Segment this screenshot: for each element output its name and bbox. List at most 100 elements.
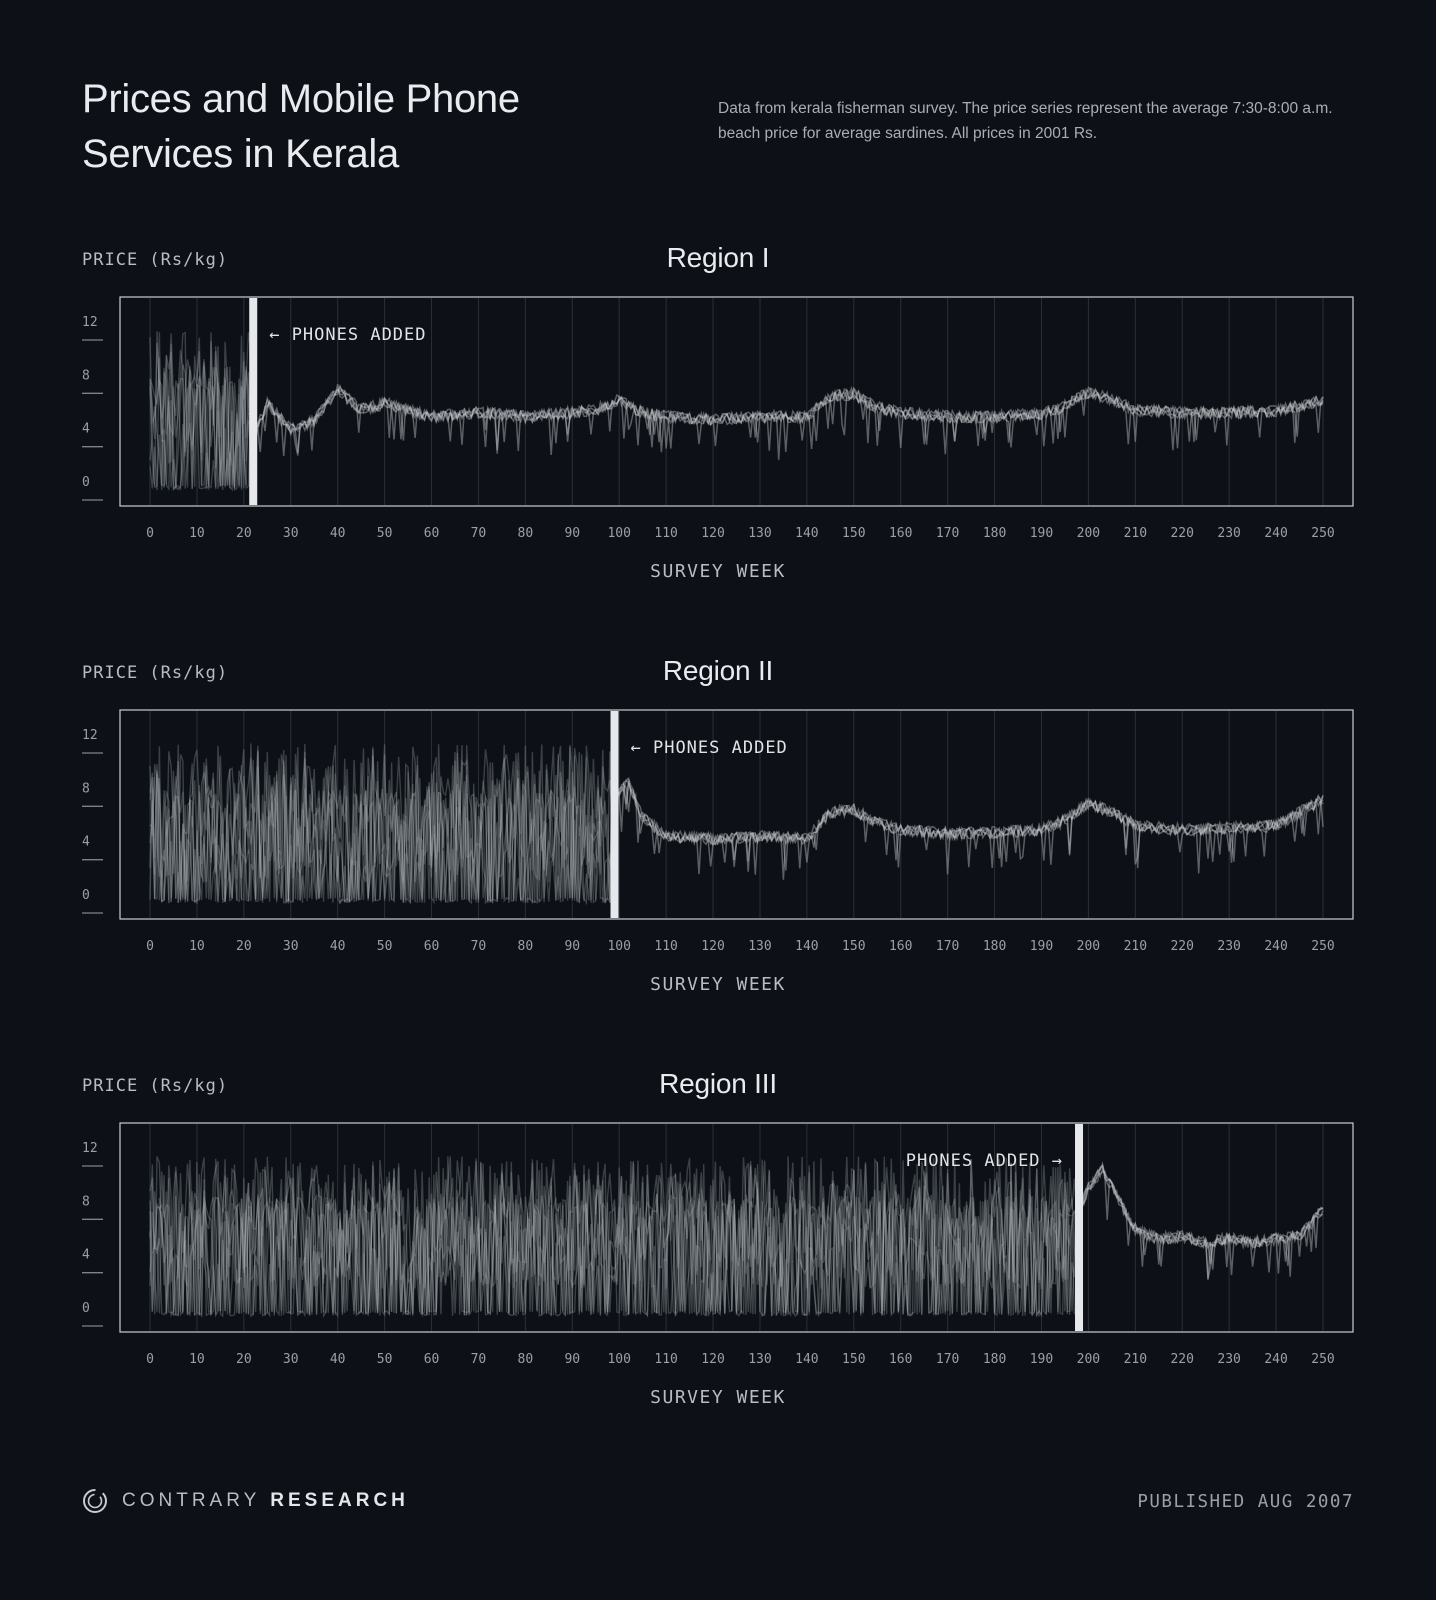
x-tick-label: 230 — [1217, 526, 1240, 541]
pre-phone-trace — [149, 332, 254, 492]
x-tick-label: 130 — [748, 939, 771, 954]
y-tick-label: 12 — [82, 1141, 98, 1156]
x-tick-label: 150 — [842, 1352, 865, 1367]
y-tick-label: 8 — [82, 368, 90, 383]
chart-panel-region-3: PRICE (Rs/kg) Region III 0 10 20 30 40 50 60 70… — [0, 1068, 1436, 1456]
x-tick-label: 160 — [889, 526, 912, 541]
brand-logo[interactable]: CONTRARY RESEARCH — [82, 1488, 409, 1514]
x-tick-label: 170 — [936, 939, 959, 954]
x-tick-label: 180 — [983, 1352, 1006, 1367]
post-phone-trace — [252, 384, 1324, 460]
x-tick-label: 240 — [1264, 1352, 1287, 1367]
page-title: Prices and Mobile Phone Services in Kera… — [82, 77, 520, 176]
x-tick-label: 210 — [1124, 939, 1147, 954]
x-tick-label: 0 — [146, 939, 154, 954]
y-axis-label: PRICE (Rs/kg) — [82, 663, 229, 683]
page-subtitle: Data from kerala fisherman survey. The p… — [718, 100, 1333, 142]
x-axis-label: SURVEY WEEK — [650, 974, 786, 995]
x-tick-label: 10 — [189, 939, 205, 954]
x-tick-label: 250 — [1311, 526, 1334, 541]
x-tick-label: 30 — [283, 939, 299, 954]
chart-region-1: 0 10 20 30 40 50 60 70 80 90 100 110 120 130 140 150 160… — [82, 296, 1354, 541]
pre-phone-trace — [149, 343, 254, 490]
x-tick-label: 40 — [330, 526, 346, 541]
x-tick-label: 90 — [564, 1352, 580, 1367]
x-tick-label: 190 — [1030, 1352, 1053, 1367]
x-tick-label: 200 — [1077, 1352, 1100, 1367]
x-tick-label: 60 — [424, 1352, 440, 1367]
phones-added-label: PHONES ADDED → — [906, 1151, 1063, 1171]
x-tick-label: 220 — [1170, 939, 1193, 954]
x-tick-label: 100 — [607, 1352, 630, 1367]
post-phone-trace — [613, 781, 1324, 872]
x-tick-label: 90 — [564, 526, 580, 541]
published-date: PUBLISHED AUG 2007 — [1137, 1492, 1354, 1512]
y-tick-label: 4 — [82, 835, 90, 850]
post-phone-trace — [252, 383, 1324, 456]
x-tick-label: 50 — [377, 1352, 393, 1367]
x-tick-label: 180 — [983, 939, 1006, 954]
phones-added-marker — [1075, 1124, 1084, 1331]
post-phone-trace — [1078, 1167, 1324, 1279]
x-tick-label: 220 — [1170, 526, 1193, 541]
x-tick-label: 110 — [654, 939, 677, 954]
x-tick-label: 120 — [701, 939, 724, 954]
price-series — [149, 330, 1324, 492]
x-tick-label: 110 — [654, 1352, 677, 1367]
x-tick-label: 170 — [936, 526, 959, 541]
x-tick-label: 160 — [889, 1352, 912, 1367]
pre-phone-trace — [149, 1156, 1080, 1318]
pre-phone-trace — [149, 746, 616, 905]
pre-phone-trace — [149, 745, 616, 905]
post-phone-trace — [1078, 1164, 1324, 1274]
x-tick-label: 110 — [654, 526, 677, 541]
x-tick-label: 230 — [1217, 1352, 1240, 1367]
x-tick-label: 190 — [1030, 526, 1053, 541]
x-tick-label: 120 — [701, 1352, 724, 1367]
chart-title: Region I — [666, 242, 770, 273]
post-phone-trace — [1078, 1163, 1324, 1275]
x-tick-label: 230 — [1217, 939, 1240, 954]
x-tick-label: 210 — [1124, 526, 1147, 541]
y-axis-label: PRICE (Rs/kg) — [82, 1076, 229, 1096]
brand-name-light: CONTRARY — [122, 1490, 261, 1511]
x-tick-label: 150 — [842, 526, 865, 541]
pre-phone-trace — [149, 1156, 1080, 1319]
x-tick-label: 80 — [518, 526, 534, 541]
x-axis-label: SURVEY WEEK — [650, 1387, 786, 1408]
x-tick-label: 120 — [701, 526, 724, 541]
chart-title: Region II — [662, 655, 774, 686]
pre-phone-trace — [149, 332, 254, 492]
pre-phone-trace — [149, 1156, 1080, 1319]
x-tick-label: 30 — [283, 1352, 299, 1367]
y-tick-label: 8 — [82, 781, 90, 796]
phones-added-label: ← PHONES ADDED — [631, 738, 788, 758]
x-tick-label: 60 — [424, 526, 440, 541]
chart-panel-region-2: PRICE (Rs/kg) Region II 0 10 20 30 40 50 60 70 8… — [0, 655, 1436, 1043]
y-tick-label: 0 — [82, 1301, 90, 1316]
pre-phone-trace — [149, 744, 616, 906]
y-tick-label: 12 — [82, 728, 98, 743]
x-tick-label: 160 — [889, 939, 912, 954]
phones-added-label: ← PHONES ADDED — [269, 325, 426, 345]
x-tick-label: 60 — [424, 939, 440, 954]
x-tick-label: 90 — [564, 939, 580, 954]
phones-added-marker — [610, 711, 619, 918]
pre-phone-trace — [149, 331, 254, 489]
pre-phone-trace — [149, 332, 254, 491]
x-tick-label: 80 — [518, 939, 534, 954]
x-tick-label: 240 — [1264, 526, 1287, 541]
post-phone-trace — [1078, 1170, 1324, 1280]
x-tick-label: 30 — [283, 526, 299, 541]
y-tick-label: 0 — [82, 475, 90, 490]
x-tick-label: 180 — [983, 526, 1006, 541]
x-tick-label: 150 — [842, 939, 865, 954]
x-tick-label: 20 — [236, 526, 252, 541]
post-phone-trace — [614, 777, 1324, 869]
x-tick-label: 130 — [748, 526, 771, 541]
y-tick-label: 4 — [82, 1248, 90, 1263]
x-tick-label: 40 — [330, 939, 346, 954]
pre-phone-trace — [149, 330, 254, 490]
plot-frame — [119, 296, 1354, 507]
x-tick-label: 100 — [607, 939, 630, 954]
